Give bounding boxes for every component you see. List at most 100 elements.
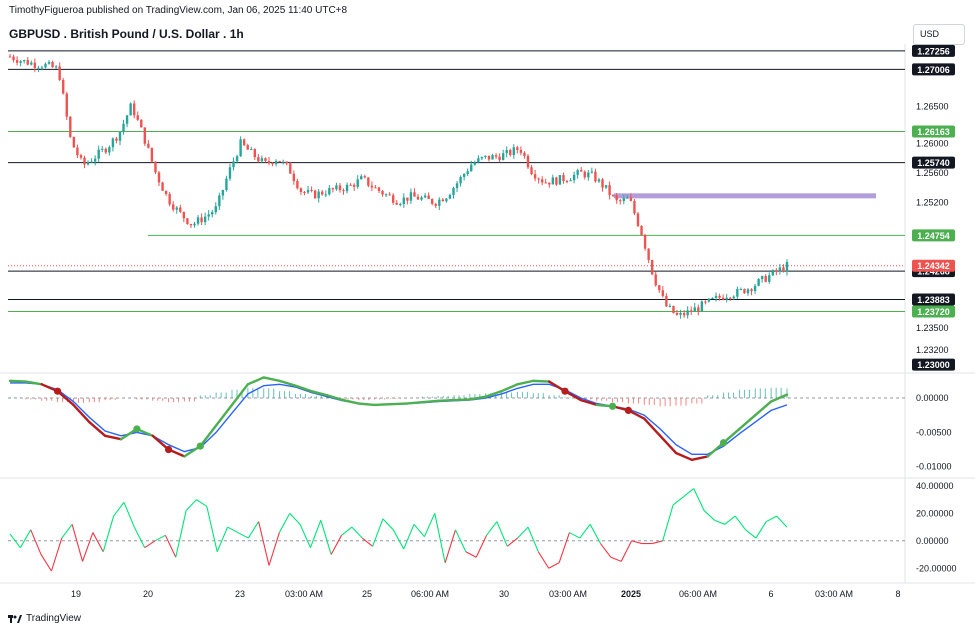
candle-body: [629, 197, 633, 201]
price-level-tag: [912, 44, 955, 57]
osc-cross-dot: [624, 406, 633, 414]
candle-body: [143, 127, 147, 144]
candle-body: [679, 312, 682, 315]
candle-body: [79, 155, 83, 158]
candle-body: [668, 305, 672, 307]
osc-cross-dot: [196, 442, 204, 450]
lower-line-segment: [610, 556, 622, 562]
lower-tick-label: 40.00000: [916, 481, 954, 491]
osc-main-segment: [373, 403, 392, 407]
lower-line-segment: [206, 506, 218, 552]
candle-body: [335, 185, 338, 190]
time-tick-label: 03:00 AM: [285, 589, 323, 599]
candle-body: [746, 289, 750, 294]
candle-body: [129, 103, 132, 116]
osc-main-segment: [436, 398, 456, 402]
candle-body: [111, 138, 115, 148]
candle-body: [519, 149, 523, 153]
osc-cross-dot: [53, 387, 62, 395]
candle-body: [462, 174, 466, 177]
candle-body: [367, 177, 370, 186]
price-tick-label: 1.25200: [916, 197, 949, 207]
price-level-label: 1.26163: [917, 127, 950, 137]
osc-main-segment: [405, 400, 424, 405]
candle-body: [19, 61, 22, 63]
candle-body: [242, 139, 246, 146]
price-level-tag: [912, 305, 955, 318]
candle-body: [193, 223, 196, 226]
candle-body: [544, 182, 547, 184]
lower-line-segment: [631, 540, 643, 545]
candle-body: [647, 248, 650, 261]
candle-body: [750, 289, 753, 292]
lower-line-segment: [776, 515, 788, 528]
candle-body: [363, 176, 366, 178]
lower-line-segment: [589, 524, 602, 544]
osc-tick-label: -0.01000: [916, 462, 952, 472]
lower-line-segment: [309, 520, 322, 548]
time-tick-label: 03:00 AM: [815, 589, 853, 599]
candle-body: [154, 161, 157, 173]
currency-button[interactable]: USD: [913, 24, 965, 45]
candle-body: [37, 67, 40, 69]
price-tick-label: 1.26500: [916, 102, 949, 112]
candle-body: [93, 158, 97, 162]
supply-zone: [614, 193, 876, 199]
osc-signal-line: [10, 382, 788, 455]
candle-body: [391, 195, 395, 203]
osc-main-segment: [579, 398, 598, 407]
lower-tick-label: 20.00000: [916, 508, 954, 518]
candle-body: [619, 200, 622, 202]
price-level-label: 1.25740: [917, 158, 950, 168]
lower-line-segment: [579, 523, 591, 539]
candle-body: [175, 207, 178, 210]
lower-line-segment: [527, 526, 539, 552]
candle-body: [661, 290, 665, 296]
price-tick-label: 1.23200: [916, 345, 949, 355]
candle-body: [374, 187, 377, 189]
candle-body: [150, 147, 154, 162]
candle-body: [601, 179, 604, 188]
lower-line-segment: [465, 551, 477, 558]
candle-body: [622, 198, 625, 201]
lower-line-segment: [361, 537, 373, 547]
candle-body: [360, 176, 363, 180]
candle-body: [682, 312, 686, 316]
osc-main-segment: [452, 398, 472, 402]
price-level-tag: [912, 229, 955, 242]
price-tick-label: 1.26000: [916, 139, 949, 149]
candle-body: [409, 192, 413, 201]
candle-body: [509, 149, 512, 156]
candle-body: [399, 203, 402, 205]
candle-body: [136, 115, 139, 120]
lower-line-segment: [652, 540, 663, 545]
lower-line-segment: [258, 521, 270, 566]
candle-body: [257, 157, 260, 162]
osc-main-segment: [674, 451, 694, 462]
candle-body: [718, 295, 721, 298]
lower-line-segment: [154, 534, 166, 542]
lower-line-segment: [537, 551, 550, 569]
candle-body: [118, 132, 122, 141]
tradingview-brand[interactable]: TradingView: [8, 613, 81, 624]
candle-body: [370, 185, 374, 188]
candle-body: [211, 212, 214, 215]
candle-body: [76, 147, 79, 156]
candle-body: [658, 285, 661, 291]
candle-body: [186, 218, 189, 224]
candle-body: [274, 160, 278, 165]
price-level-label: 1.23883: [917, 295, 950, 305]
candle-body: [140, 119, 143, 128]
lower-line-segment: [320, 520, 332, 555]
candle-body: [179, 207, 182, 212]
candle-body: [58, 66, 61, 80]
osc-cross-dot: [164, 445, 173, 454]
time-tick-label: 23: [235, 589, 245, 599]
candle-body: [200, 217, 203, 223]
osc-main-segment: [278, 379, 297, 387]
candle-body: [576, 170, 579, 175]
lower-line-segment: [268, 532, 280, 566]
candle-body: [328, 188, 331, 195]
candle-body: [771, 270, 775, 276]
